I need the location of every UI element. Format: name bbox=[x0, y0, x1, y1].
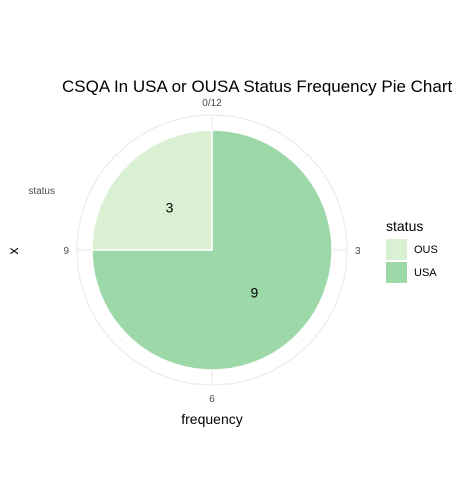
angular-tick-label: 3 bbox=[355, 246, 361, 257]
angular-tick-label: 9 bbox=[63, 246, 69, 257]
pie-slice-ous bbox=[91, 129, 213, 251]
slice-value-label: 9 bbox=[251, 284, 259, 300]
legend-label-ous: OUS bbox=[414, 244, 438, 256]
pie-slices bbox=[91, 129, 333, 371]
pie-slice-usa bbox=[91, 129, 333, 371]
slice-value-label: 3 bbox=[166, 200, 174, 216]
legend-items: OUS USA bbox=[386, 239, 438, 283]
legend: status OUS USA bbox=[386, 218, 438, 283]
legend-swatch-usa bbox=[386, 262, 407, 283]
y-tick-label: status bbox=[28, 186, 55, 197]
angular-ticks: 0/12 3 6 9 bbox=[63, 98, 361, 405]
y-axis-label: x bbox=[5, 248, 21, 255]
angular-tick-label: 0/12 bbox=[202, 98, 222, 109]
legend-title: status bbox=[386, 218, 423, 234]
legend-swatch-ous bbox=[386, 239, 407, 260]
angular-tick-label: 6 bbox=[209, 394, 215, 405]
chart-title: CSQA In USA or OUSA Status Frequency Pie… bbox=[62, 77, 453, 96]
legend-label-usa: USA bbox=[414, 267, 437, 279]
slice-labels: 39 bbox=[166, 200, 259, 301]
x-axis-label: frequency bbox=[181, 411, 242, 427]
